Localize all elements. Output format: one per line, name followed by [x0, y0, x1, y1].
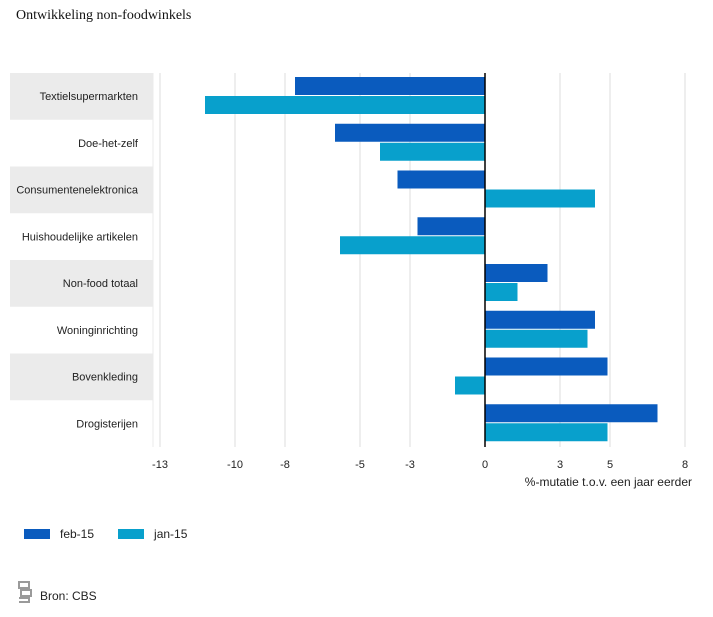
bar-jan-15 [340, 236, 485, 255]
category-label: Doe-het-zelf [78, 138, 139, 150]
bar-feb-15 [335, 123, 485, 142]
x-tick-label: -13 [152, 459, 168, 471]
category-band [10, 260, 153, 307]
x-tick-label: -3 [405, 459, 415, 471]
x-tick-label: 5 [607, 459, 613, 471]
category-label: Drogisterijen [76, 418, 138, 430]
category-band [10, 166, 153, 214]
bar-feb-15 [485, 404, 658, 423]
chart-title: Ontwikkeling non-foodwinkels [16, 8, 192, 23]
x-tick-label: 3 [557, 459, 563, 471]
category-label: Consumentenelektronica [16, 185, 139, 197]
bar-feb-15 [417, 217, 485, 236]
x-tick-label: -8 [280, 459, 290, 471]
bar-jan-15 [485, 283, 518, 301]
legend-label-jan-15: jan-15 [154, 527, 188, 541]
category-band [10, 73, 153, 120]
bar-jan-15 [485, 423, 608, 442]
legend-label-feb-15: feb-15 [60, 527, 95, 541]
bar-jan-15 [485, 329, 588, 348]
bar-feb-15 [485, 357, 608, 376]
bar-feb-15 [485, 264, 548, 282]
cbs-logo-icon [18, 581, 32, 603]
category-label: Woninginrichting [57, 325, 138, 337]
legend-item-feb-15: feb-15 [24, 527, 94, 541]
bar-feb-15 [397, 170, 485, 189]
source-note: Bron: CBS [16, 579, 97, 603]
category-label: Textielsupermarkten [40, 91, 138, 103]
x-tick-label: -5 [355, 459, 365, 471]
source-text: Bron: CBS [40, 589, 97, 603]
legend-swatch-feb-15 [24, 529, 50, 539]
legend-item-jan-15: jan-15 [118, 527, 187, 541]
bar-jan-15 [205, 96, 485, 114]
legend-swatch-jan-15 [118, 529, 145, 539]
category-label: Huishoudelijke artikelen [22, 231, 138, 243]
bar-feb-15 [485, 310, 595, 329]
category-label: Non-food totaal [63, 278, 138, 290]
x-tick-label: -10 [227, 459, 243, 471]
x-axis-label: %-mutatie t.o.v. een jaar eerder [525, 475, 692, 489]
x-tick-label: 0 [482, 459, 488, 471]
category-band [10, 353, 153, 401]
legend: feb-15 jan-15 [24, 527, 211, 541]
bar-jan-15 [380, 142, 485, 161]
bar-jan-15 [455, 376, 485, 395]
x-tick-label: 8 [682, 459, 688, 471]
bar-feb-15 [295, 77, 485, 95]
category-label: Bovenkleding [72, 372, 138, 384]
bar-jan-15 [485, 189, 595, 208]
